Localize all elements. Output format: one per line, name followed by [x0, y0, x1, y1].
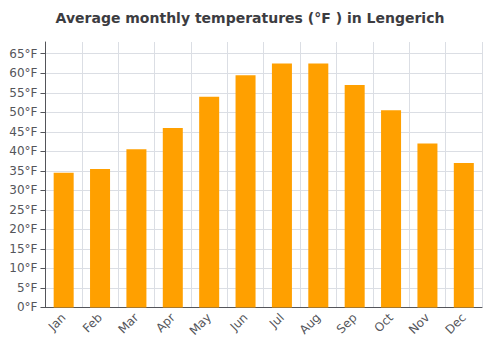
svg-text:Jan: Jan	[45, 311, 69, 335]
svg-text:45°F: 45°F	[9, 125, 37, 139]
svg-text:10°F: 10°F	[9, 261, 37, 275]
svg-text:55°F: 55°F	[9, 86, 37, 100]
svg-text:50°F: 50°F	[9, 105, 37, 119]
svg-text:Oct: Oct	[371, 310, 396, 335]
svg-text:25°F: 25°F	[9, 203, 37, 217]
svg-text:Feb: Feb	[80, 311, 105, 336]
svg-text:Aug: Aug	[297, 311, 323, 337]
svg-text:Dec: Dec	[442, 311, 468, 337]
svg-text:60°F: 60°F	[9, 66, 37, 80]
svg-text:Sep: Sep	[334, 311, 360, 337]
svg-text:40°F: 40°F	[9, 144, 37, 158]
svg-text:15°F: 15°F	[9, 242, 37, 256]
svg-text:5°F: 5°F	[17, 281, 38, 295]
svg-text:May: May	[187, 311, 214, 338]
svg-text:Mar: Mar	[115, 310, 141, 336]
svg-text:20°F: 20°F	[9, 222, 37, 236]
svg-text:35°F: 35°F	[9, 164, 37, 178]
svg-text:65°F: 65°F	[9, 47, 37, 61]
svg-text:Nov: Nov	[406, 311, 432, 337]
svg-text:Average monthly temperatures (: Average monthly temperatures (°F ) in Le…	[56, 10, 445, 26]
svg-text:0°F: 0°F	[17, 300, 38, 314]
svg-text:Jun: Jun	[227, 311, 251, 335]
svg-text:30°F: 30°F	[9, 183, 37, 197]
svg-text:Apr: Apr	[153, 310, 178, 335]
svg-text:Jul: Jul	[266, 311, 287, 332]
